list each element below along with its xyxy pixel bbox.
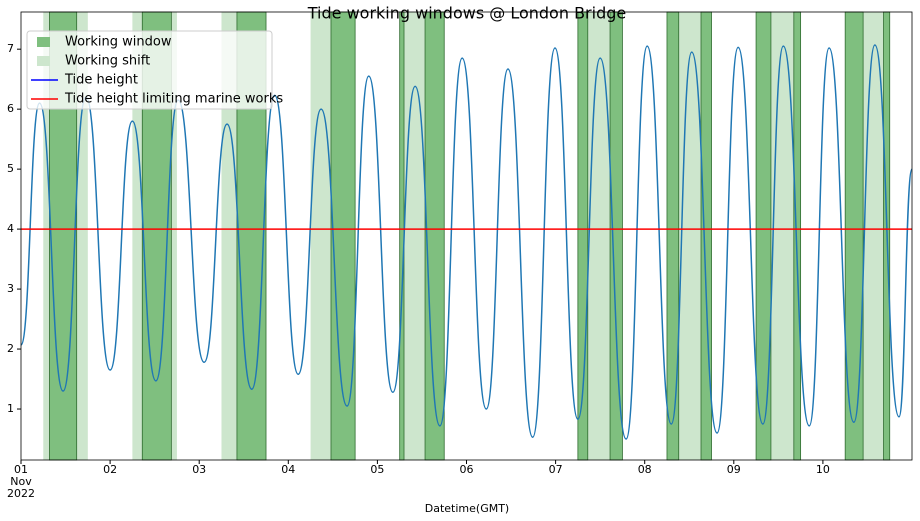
legend-box bbox=[26, 30, 273, 110]
y-tick-label: 5 bbox=[7, 162, 14, 175]
y-tick-label: 4 bbox=[7, 222, 14, 235]
x-axis-label: Datetime(GMT) bbox=[425, 502, 509, 515]
span bbox=[399, 11, 405, 461]
x-tick-label: 02 bbox=[103, 463, 117, 476]
span bbox=[666, 11, 680, 461]
x-tick-label: 08 bbox=[638, 463, 652, 476]
plot-frame bbox=[20, 11, 913, 461]
x-tick-label: 07 bbox=[549, 463, 563, 476]
span bbox=[793, 11, 802, 461]
y-tick-label: 7 bbox=[7, 42, 14, 55]
x-tick-sublabel: Nov bbox=[10, 475, 32, 488]
x-tick-label: 10 bbox=[816, 463, 830, 476]
x-tick-label: 09 bbox=[727, 463, 741, 476]
x-tick-label: 01 bbox=[14, 463, 28, 476]
legend-label: Tide height bbox=[64, 73, 138, 88]
legend: Working window Working shift Tide height Ti… bbox=[26, 30, 283, 110]
span bbox=[609, 11, 623, 461]
y-tick-label: 1 bbox=[7, 402, 14, 415]
x-tick-sublabel: 2022 bbox=[7, 487, 35, 500]
x-tick-label: 06 bbox=[460, 463, 474, 476]
chart-title: Tide working windows @ London Bridge bbox=[307, 4, 626, 23]
legend-patch bbox=[37, 56, 50, 66]
legend-label: Tide height limiting marine works bbox=[64, 92, 283, 107]
legend-label: Working window bbox=[65, 35, 172, 50]
x-tick-label: 04 bbox=[281, 463, 295, 476]
x-tick-label: 03 bbox=[192, 463, 206, 476]
legend-patch bbox=[37, 37, 50, 47]
span bbox=[700, 11, 712, 461]
span bbox=[755, 11, 772, 461]
y-tick-label: 2 bbox=[7, 342, 14, 355]
legend-label: Working shift bbox=[65, 54, 150, 69]
x-tick-label: 05 bbox=[370, 463, 384, 476]
y-tick-label: 6 bbox=[7, 102, 14, 115]
y-tick-label: 3 bbox=[7, 282, 14, 295]
